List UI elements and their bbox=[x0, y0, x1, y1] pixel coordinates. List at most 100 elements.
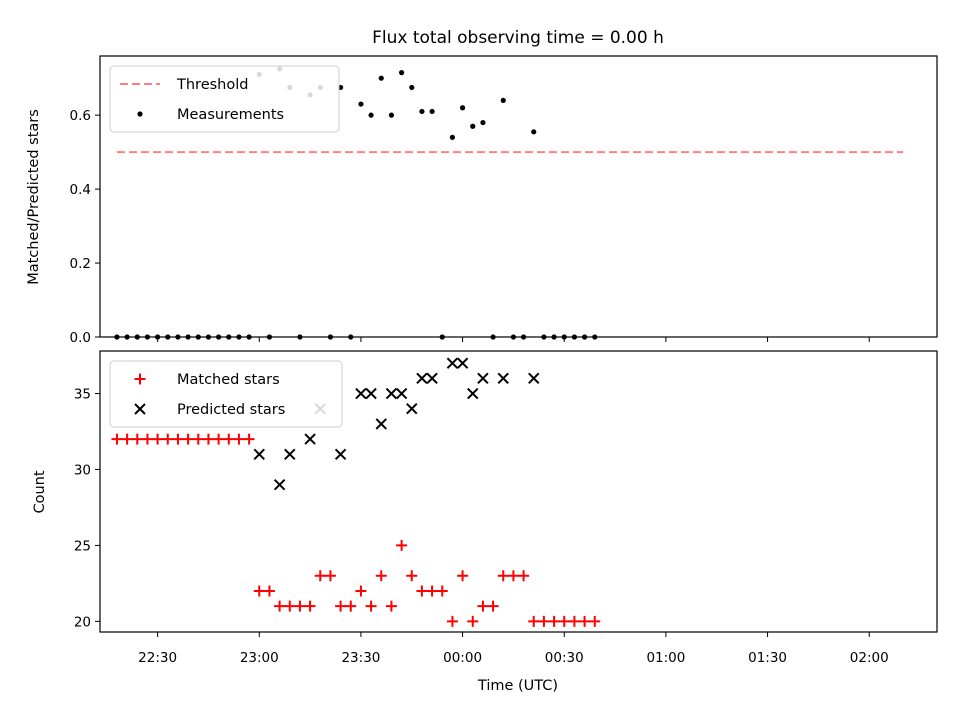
predicted-stars-point bbox=[395, 387, 408, 400]
matched-stars-point bbox=[446, 615, 458, 627]
matched-stars-point bbox=[345, 600, 357, 612]
measurement-point bbox=[175, 334, 181, 340]
matched-stars-point bbox=[528, 615, 540, 627]
measurement-point bbox=[531, 129, 537, 135]
matched-stars-point bbox=[294, 600, 306, 612]
measurement-point bbox=[459, 105, 466, 111]
matched-stars-point bbox=[507, 570, 519, 582]
measurement-point bbox=[205, 334, 212, 340]
matched-stars-point bbox=[385, 600, 397, 612]
predicted-stars-point bbox=[416, 372, 428, 385]
matched-stars-point bbox=[192, 433, 204, 445]
matched-stars-point bbox=[324, 570, 336, 582]
matched-stars-point bbox=[213, 433, 225, 445]
matched-stars-point bbox=[263, 585, 275, 597]
measurement-point bbox=[185, 334, 191, 340]
measurement-point bbox=[378, 75, 384, 81]
matched-stars-point bbox=[202, 433, 214, 445]
matched-stars-point bbox=[182, 433, 194, 445]
bottom-panel: 20 25 30 35 22:30 23:00 23:30 00:00 00:30 01:00 01… bbox=[74, 350, 938, 666]
matched-stars-point bbox=[141, 433, 153, 445]
matched-stars-point bbox=[396, 539, 408, 551]
legend-label: Matched stars bbox=[177, 372, 280, 388]
predicted-stars-point bbox=[273, 478, 286, 491]
predicted-stars-point bbox=[253, 448, 265, 460]
measurement-point bbox=[470, 123, 476, 129]
matched-stars-point bbox=[579, 615, 591, 627]
predicted-stars-point bbox=[375, 418, 387, 430]
measurement-point bbox=[165, 334, 171, 340]
top-legend bbox=[109, 65, 340, 133]
measurement-point bbox=[561, 334, 567, 340]
x-tick-label: 23:00 bbox=[240, 650, 279, 666]
measurement-point bbox=[236, 334, 242, 340]
measurement-point bbox=[490, 334, 496, 340]
predicted-stars-point bbox=[426, 372, 438, 385]
bottom-y-tick-label: 25 bbox=[74, 538, 91, 554]
measurement-point bbox=[571, 334, 578, 340]
matched-stars-point bbox=[152, 433, 164, 445]
measurement-point bbox=[409, 84, 415, 91]
predicted-stars-point bbox=[284, 448, 296, 460]
measurement-point bbox=[500, 97, 506, 103]
matched-stars-point bbox=[233, 433, 245, 445]
measurement-point bbox=[327, 334, 334, 340]
x-tick-label: 22:30 bbox=[138, 650, 177, 666]
matched-stars-point bbox=[589, 615, 601, 627]
predicted-stars-point bbox=[304, 433, 316, 445]
measurement-point bbox=[195, 334, 201, 340]
predicted-stars-point bbox=[497, 372, 509, 385]
measurement-point bbox=[246, 334, 252, 340]
measurement-point bbox=[439, 334, 445, 340]
measurement-point bbox=[510, 334, 517, 340]
matched-stars-point bbox=[426, 585, 438, 597]
legend-label: Measurements bbox=[177, 107, 284, 123]
measurement-point bbox=[297, 334, 303, 340]
measurement-point bbox=[480, 119, 486, 126]
top-panel: 0.0 0.2 0.4 0.6 Threshold Measurements bbox=[70, 55, 938, 346]
matched-stars-point bbox=[467, 615, 479, 627]
top-y-tick-label: 0.2 bbox=[70, 256, 91, 272]
matched-stars-point bbox=[548, 615, 560, 627]
legend-label: Threshold bbox=[176, 77, 248, 93]
legend-matched-swatch bbox=[134, 373, 146, 385]
matched-stars-point bbox=[314, 570, 326, 582]
predicted-stars-point bbox=[528, 372, 540, 385]
top-y-axis-label: Matched/Predicted stars bbox=[26, 109, 42, 285]
bottom-legend bbox=[109, 360, 343, 428]
measurement-point bbox=[541, 334, 547, 340]
matched-stars-point bbox=[375, 570, 387, 582]
bottom-y-tick-label: 20 bbox=[74, 614, 91, 630]
measurement-point bbox=[592, 334, 598, 340]
measurement-point bbox=[398, 70, 405, 76]
measurement-point bbox=[134, 334, 140, 340]
x-tick-label: 01:00 bbox=[646, 650, 685, 666]
measurement-point bbox=[520, 334, 527, 340]
matched-stars-point bbox=[518, 570, 530, 582]
matched-stars-point bbox=[558, 615, 570, 627]
matched-stars-point bbox=[568, 615, 580, 627]
x-tick-label: 23:30 bbox=[341, 650, 380, 666]
matched-stars-point bbox=[416, 585, 428, 597]
legend-predicted-swatch bbox=[134, 403, 146, 415]
predicted-stars-point bbox=[385, 387, 398, 400]
predicted-stars-point bbox=[446, 357, 459, 369]
x-tick-label: 02:00 bbox=[850, 650, 889, 666]
matched-stars-point bbox=[497, 570, 509, 582]
measurement-point bbox=[419, 108, 425, 115]
predicted-stars-point bbox=[334, 448, 347, 460]
measurement-point bbox=[266, 334, 273, 340]
predicted-stars-point bbox=[477, 372, 489, 385]
legend-measurements-swatch bbox=[137, 111, 143, 117]
matched-stars-point bbox=[111, 433, 123, 445]
matched-stars-point bbox=[253, 585, 265, 597]
matched-stars-point bbox=[121, 433, 133, 445]
measurement-point bbox=[388, 112, 395, 118]
predicted-stars-point bbox=[365, 387, 377, 400]
measurement-point bbox=[144, 334, 151, 340]
bottom-y-tick-label: 35 bbox=[74, 387, 91, 403]
matched-stars-point bbox=[162, 433, 174, 445]
measurement-point bbox=[114, 334, 120, 340]
measurement-point bbox=[551, 334, 557, 340]
